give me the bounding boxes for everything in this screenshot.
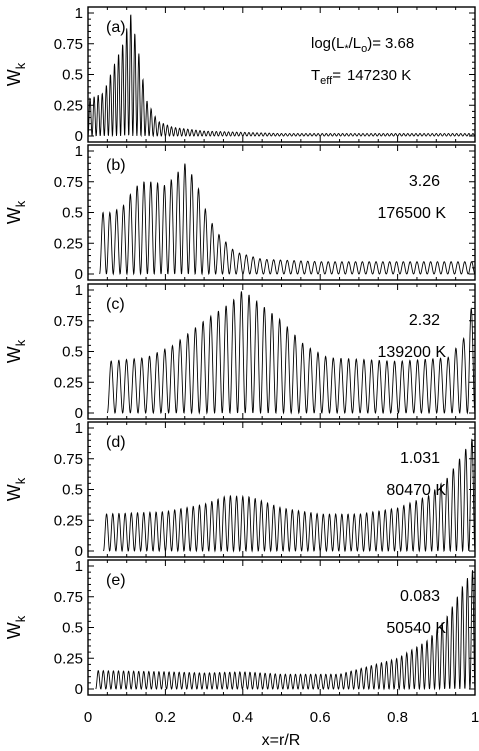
y-tick-label: 1 bbox=[75, 282, 83, 299]
y-tick-label: 0.5 bbox=[62, 205, 83, 222]
panel-label: (d) bbox=[106, 434, 126, 451]
y-tick-label: 1 bbox=[75, 143, 83, 160]
y-tick-label: 0.75 bbox=[54, 313, 83, 330]
y-tick-label: 0.25 bbox=[54, 374, 83, 391]
y-tick-label: 0.75 bbox=[54, 589, 83, 606]
y-tick-label: 0 bbox=[75, 128, 83, 145]
x-tick-label: 0.6 bbox=[310, 709, 331, 726]
panel-teff: 80470 K bbox=[386, 482, 446, 499]
y-tick-label: 0 bbox=[75, 405, 83, 422]
y-axis-label: Wk bbox=[4, 615, 28, 639]
y-tick-label: 0.25 bbox=[54, 235, 83, 252]
panel-a-legend: log(L*/Lo)= 3.68 Teff= 147230 K bbox=[311, 35, 414, 87]
luminosity-legend: log(L*/Lo)= 3.68 bbox=[311, 35, 414, 55]
x-tick-label: 0.4 bbox=[232, 709, 253, 726]
y-axis-label: Wk bbox=[4, 339, 28, 363]
panel-luminosity: 2.32 bbox=[409, 312, 440, 329]
y-tick-label: 0.75 bbox=[54, 174, 83, 191]
y-tick-label: 1 bbox=[75, 558, 83, 575]
panel: 0 0.25 0.5 0.75 1 Wk (d) 1.031 80470 K bbox=[4, 420, 476, 560]
weight-function-line bbox=[106, 291, 476, 415]
x-tick-label: 0.2 bbox=[155, 709, 176, 726]
chart-panels: 0 0.25 0.5 0.75 1 Wk (a) 0 0.25 0.5 0.75 1 Wk (b) 3.26… bbox=[4, 5, 476, 698]
panel-label: (e) bbox=[106, 572, 126, 589]
y-tick-label: 0 bbox=[75, 266, 83, 283]
panel-luminosity: 1.031 bbox=[400, 450, 440, 467]
panel: 0 0.25 0.5 0.75 1 Wk (a) bbox=[4, 5, 476, 145]
teff-legend: Teff= 147230 K bbox=[311, 67, 411, 87]
weight-function-line bbox=[99, 163, 476, 276]
x-tick-label: 0.8 bbox=[387, 709, 408, 726]
y-tick-label: 0.25 bbox=[54, 650, 83, 667]
panel-teff: 176500 K bbox=[377, 205, 446, 222]
weight-function-line bbox=[95, 570, 476, 691]
x-axis-label: x=r/R bbox=[262, 732, 301, 749]
y-axis-label: Wk bbox=[4, 477, 28, 501]
panel-label: (a) bbox=[106, 19, 126, 36]
y-tick-label: 1 bbox=[75, 420, 83, 437]
panel-teff: 50540 K bbox=[386, 620, 446, 637]
y-tick-label: 0.25 bbox=[54, 97, 83, 114]
y-tick-label: 0.25 bbox=[54, 512, 83, 529]
y-tick-label: 0.75 bbox=[54, 451, 83, 468]
panel-luminosity: 3.26 bbox=[409, 173, 440, 190]
x-tick-label: 0 bbox=[84, 709, 92, 726]
panel-teff: 139200 K bbox=[377, 344, 446, 361]
panel-label: (c) bbox=[106, 296, 125, 313]
y-tick-label: 0.5 bbox=[62, 482, 83, 499]
y-tick-label: 0.5 bbox=[62, 620, 83, 637]
y-axis-label: Wk bbox=[4, 62, 28, 86]
y-tick-label: 0 bbox=[75, 543, 83, 560]
y-tick-label: 0.75 bbox=[54, 36, 83, 53]
y-tick-label: 0 bbox=[75, 681, 83, 698]
x-tick-labels: 0 0.2 0.4 0.6 0.8 1 bbox=[84, 709, 479, 726]
panel: 0 0.25 0.5 0.75 1 Wk (e) 0.083 50540 K bbox=[4, 558, 476, 698]
panel-luminosity: 0.083 bbox=[400, 588, 440, 605]
y-tick-label: 0.5 bbox=[62, 344, 83, 361]
y-tick-label: 0.5 bbox=[62, 67, 83, 84]
y-tick-label: 1 bbox=[75, 5, 83, 22]
y-axis-label: Wk bbox=[4, 200, 28, 224]
weight-function-line bbox=[103, 438, 476, 553]
weight-function-line bbox=[87, 14, 476, 138]
panel: 0 0.25 0.5 0.75 1 Wk (c) 2.32 139200 K bbox=[4, 282, 476, 422]
panel: 0 0.25 0.5 0.75 1 Wk (b) 3.26 176500 K bbox=[4, 143, 476, 283]
x-tick-label: 1 bbox=[471, 709, 479, 726]
panel-label: (b) bbox=[106, 157, 126, 174]
